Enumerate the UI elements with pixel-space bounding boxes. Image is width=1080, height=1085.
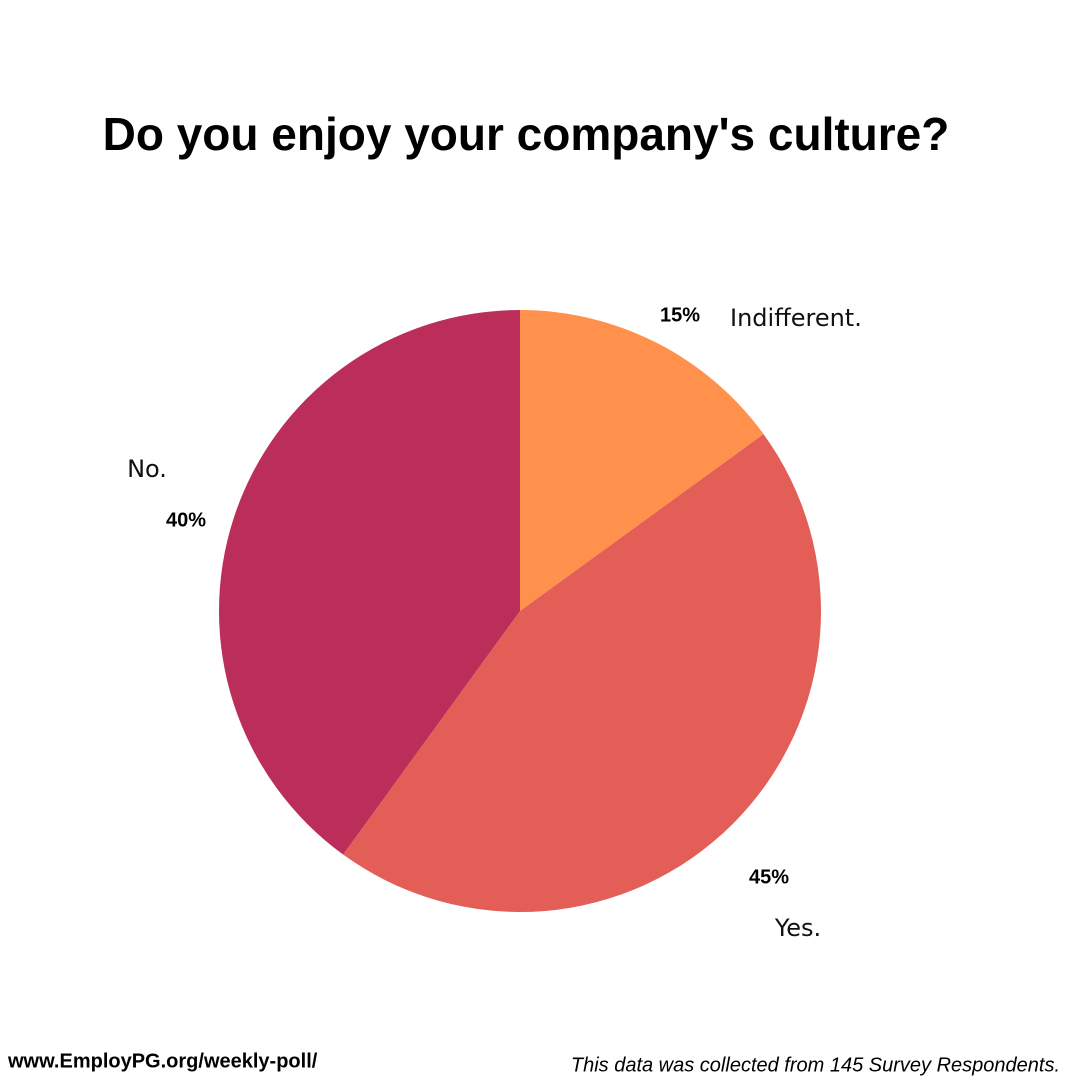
category-label: Yes.	[774, 914, 821, 942]
footer-note: This data was collected from 145 Survey …	[571, 1054, 1060, 1076]
pie-slice	[520, 310, 764, 611]
value-label: 15%	[660, 304, 700, 326]
pie-slice	[219, 310, 520, 855]
value-label: 45%	[749, 866, 789, 888]
chart-title: Do you enjoy your company's culture?	[103, 108, 950, 160]
pie-slice	[343, 434, 821, 912]
value-label: 40%	[166, 509, 206, 531]
category-label: Indifferent.	[730, 304, 862, 332]
category-label: No.	[127, 455, 167, 483]
footer-url: www.EmployPG.org/weekly-poll/	[7, 1050, 318, 1072]
